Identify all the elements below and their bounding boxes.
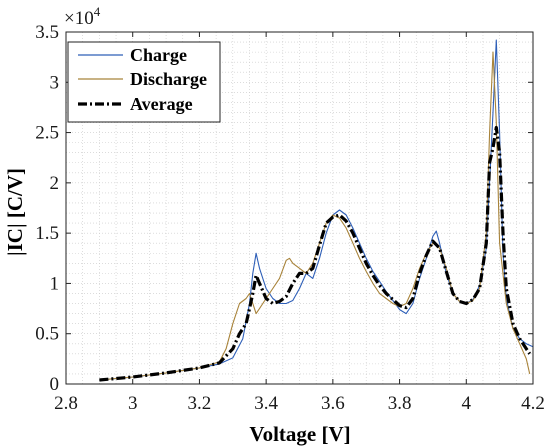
x-tick-label: 4.2 [521,393,545,414]
x-tick-label: 2.8 [54,393,78,414]
legend-label-charge: Charge [130,45,187,65]
y-tick-label: 2.5 [35,123,59,144]
y-tick-label: 1.5 [35,223,59,244]
series-line-average [99,125,532,382]
x-tick-label: 4 [462,393,472,414]
series-group [99,39,534,382]
legend: Charge Discharge Average [67,41,221,123]
legend-label-average: Average [130,94,193,114]
y-tick-label: 1 [50,273,60,294]
x-tick-label: 3.8 [388,393,412,414]
x-tick-label: 3.2 [188,393,212,414]
x-tick-label: 3.4 [254,393,278,414]
plot-frame [65,31,534,385]
exponent-power: 4 [94,4,101,19]
x-tick-label: 3 [128,393,138,414]
y-tick-label: 3 [50,72,60,93]
y-tick-label: 0.5 [35,324,59,345]
y-tick-label: 2 [50,173,60,194]
exponent-label: ×104 [64,4,101,29]
legend-label-discharge: Discharge [130,69,207,89]
ticks: 2.8 3 3.2 3.4 3.6 3.8 4 4.2 0 0.5 1 1.5 2 2.5 3 3.5 [35,22,545,414]
y-tick-label: 3.5 [35,22,59,43]
y-tick-label: 0 [50,374,60,395]
x-tick-label: 3.6 [321,393,345,414]
x-axis-label: Voltage [V] [249,422,350,446]
exponent-base: ×10 [64,8,94,29]
y-axis-label: |IC| [C/V] [3,168,27,256]
